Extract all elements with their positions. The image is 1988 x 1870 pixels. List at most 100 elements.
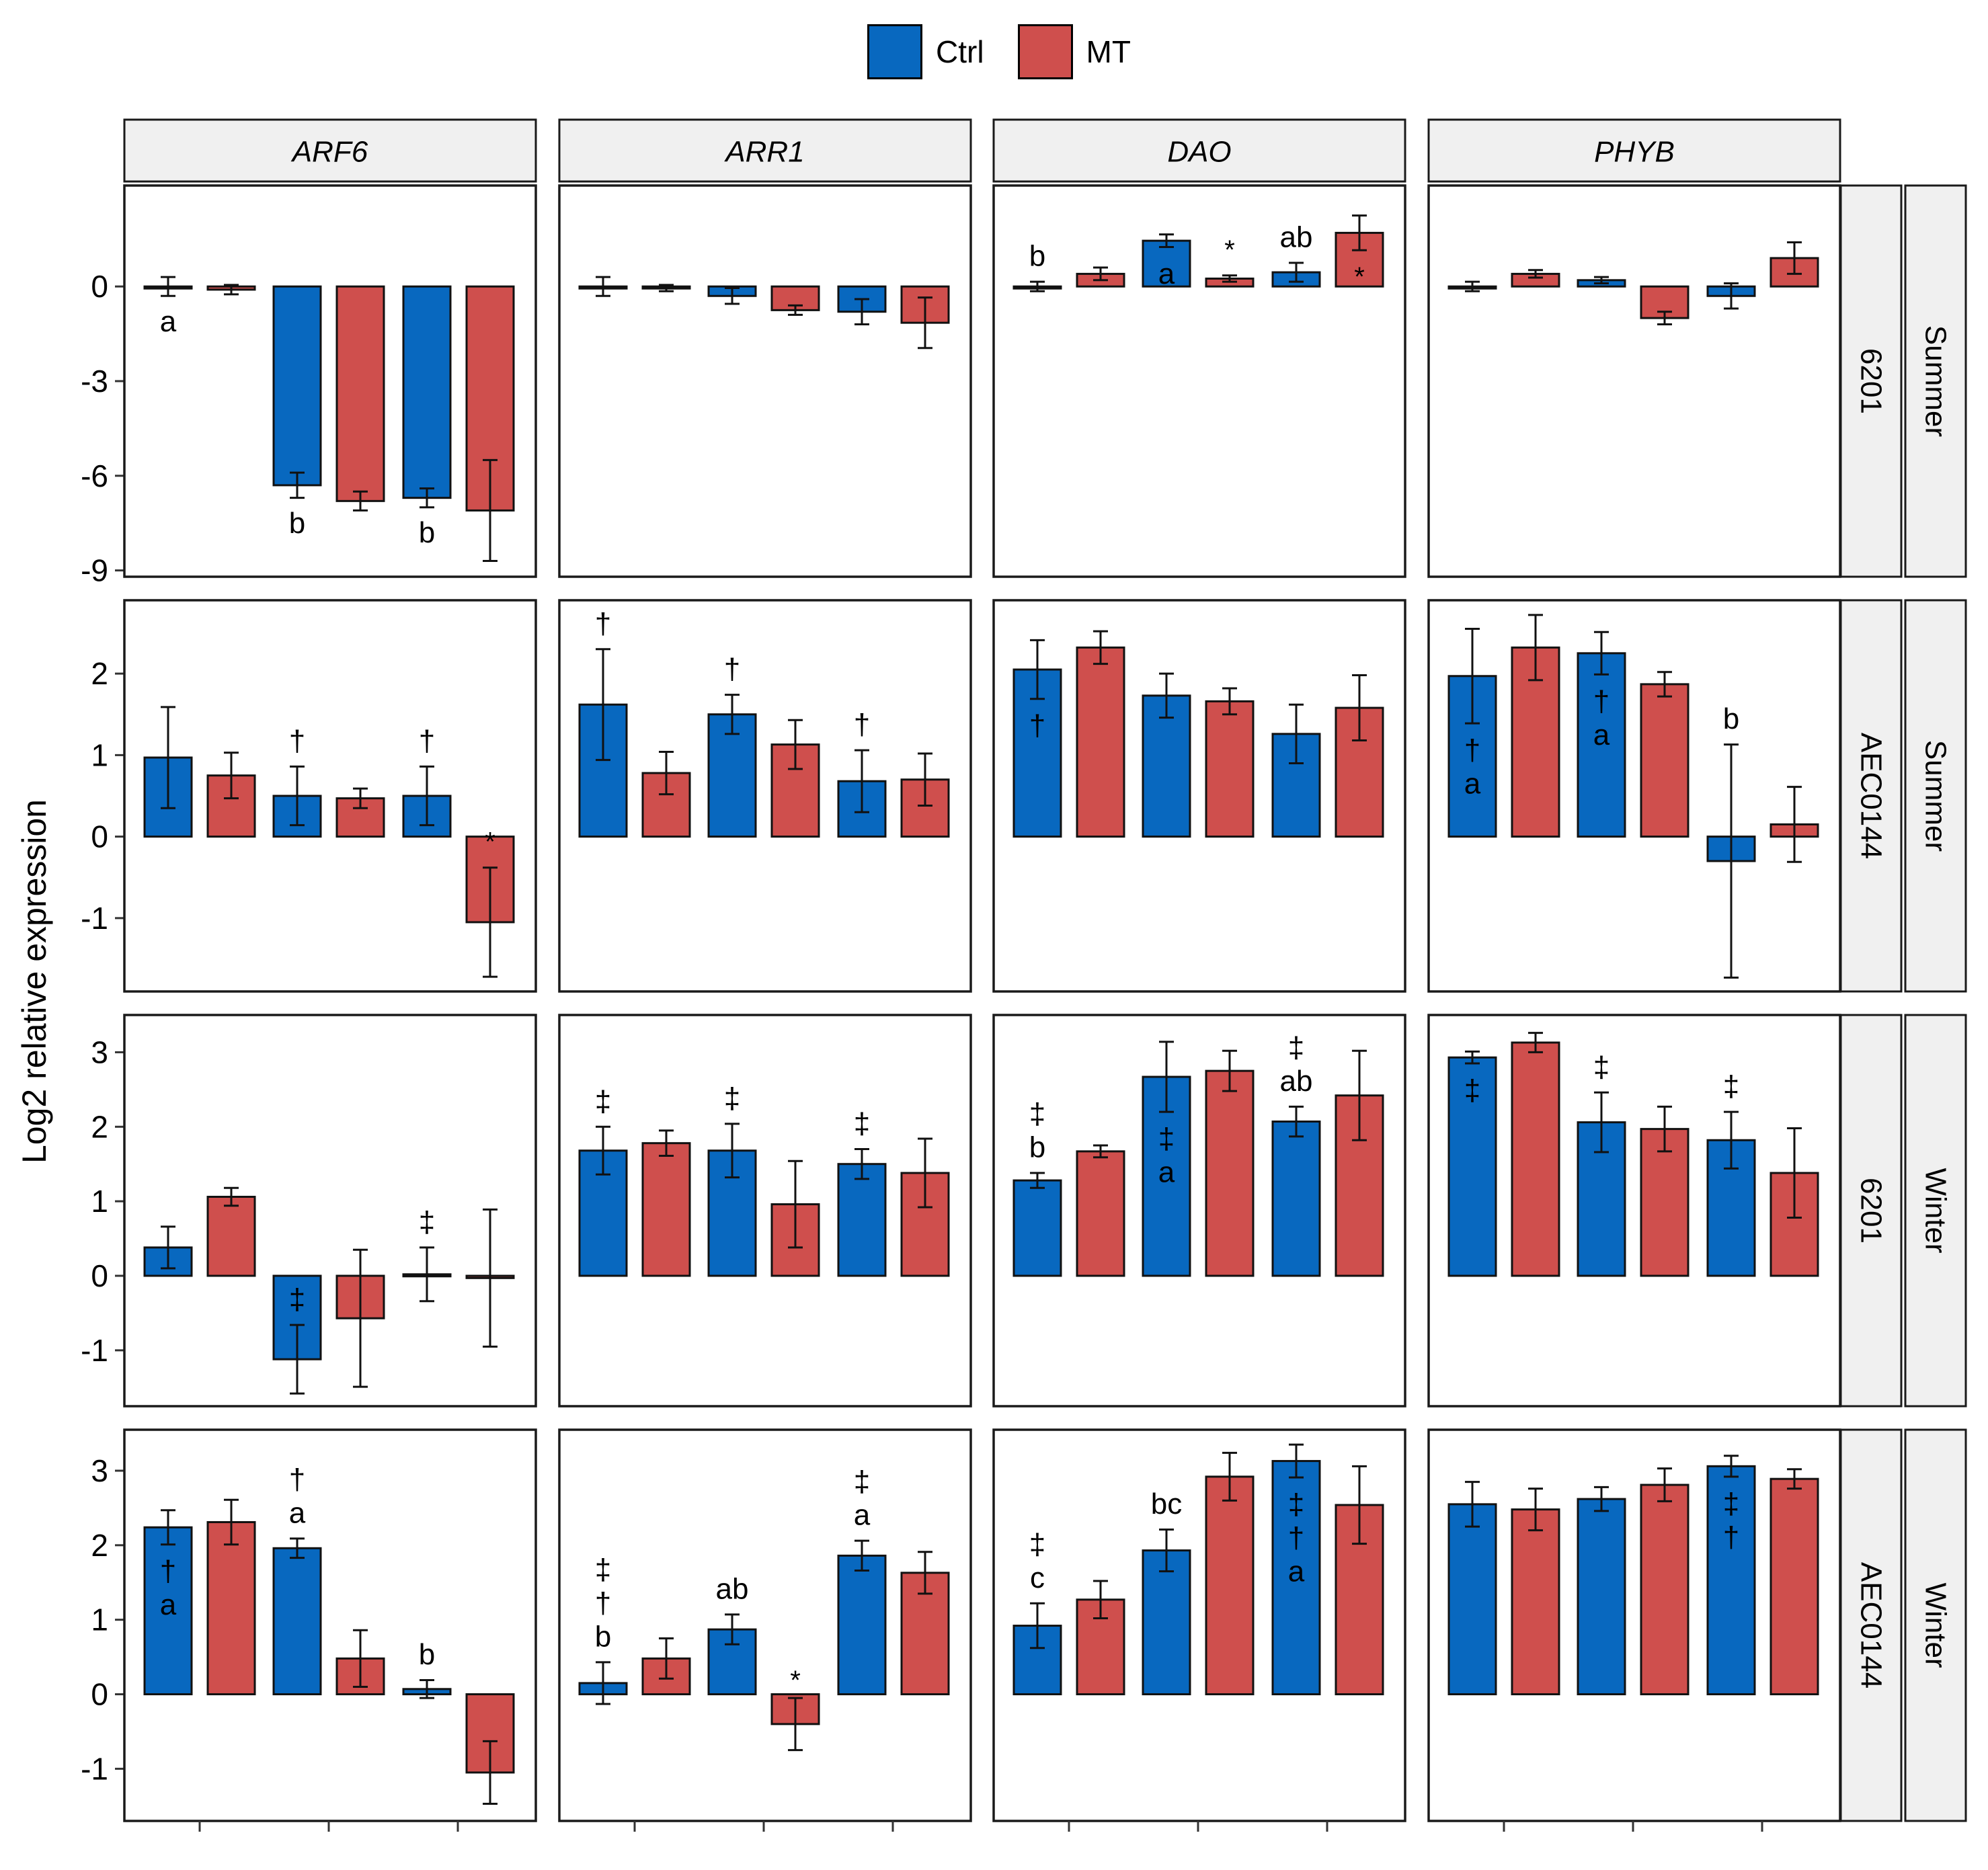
gene-label-DAO: DAO [1167,136,1231,169]
significance-label: ‡ [595,1553,611,1586]
bar-ctrl [1706,1465,1756,1696]
bar-mt [1205,1475,1255,1696]
panel-border [992,599,1406,993]
significance-label: ‡ [724,1082,740,1114]
panel-border [992,1014,1406,1408]
cultivar-strip [1839,184,1903,578]
significance-label: * [1354,262,1365,292]
y-tick-label: 1 [91,1602,108,1637]
season-strip [1904,599,1967,993]
significance-label: * [485,827,495,857]
bar-ctrl [402,285,452,499]
significance-label: a [160,1588,177,1621]
significance-label: ab [1280,1065,1313,1098]
y-tick-label: -1 [81,1333,108,1368]
y-tick-label: 1 [91,1184,108,1219]
panel-border [992,184,1406,578]
y-tick-label: 1 [91,737,108,772]
bar-ctrl [837,1163,887,1277]
panel-ARF6-AEC0144-Winter: †a†ab [123,1428,537,1822]
y-tick-label: -9 [81,553,108,588]
y-tick-label: -6 [81,458,108,493]
significance-label: † [1723,1520,1739,1553]
panel-background [124,600,536,991]
legend-item-ctrl: Ctrl [867,24,984,79]
season-label: Winter [1919,1168,1952,1253]
season-strip [1904,184,1967,578]
bar-mt [1511,1508,1560,1696]
panel-border [558,184,972,578]
y-tick-label: 3 [91,1034,108,1069]
panel-border [123,1014,537,1408]
significance-label: ‡ [1029,1528,1045,1561]
significance-label: * [790,1666,801,1695]
significance-label: † [595,607,611,640]
bar-ctrl [1271,1121,1321,1277]
panel-PHYB-AEC0144-Summer: †a†a b [1427,599,1841,993]
panel-border [1427,184,1841,578]
significance-label: † [289,1463,305,1496]
bar-mt [641,1142,691,1277]
panel-border [558,599,972,993]
bar-ctrl [272,285,322,487]
significance-label: ab [1280,220,1313,253]
season-label: Winter [1919,1582,1952,1668]
bar-mt [206,1195,256,1277]
cultivar-label: AEC0144 [1855,733,1888,859]
bar-mt [1076,1150,1125,1277]
panel-background [559,186,971,577]
significance-label: † [1288,1521,1304,1554]
panel-DAO-AEC0144-Winter: ‡cbc ‡†a [992,1428,1406,1822]
gene-strip-ARF6 [123,118,537,183]
significance-label: ‡ [1593,1051,1609,1084]
significance-label: bc [1151,1488,1182,1520]
bar-mt [1640,683,1689,838]
significance-label: * [1224,235,1235,265]
panel-PHYB-AEC0144-Winter: ‡† [1427,1428,1841,1822]
significance-label: † [854,708,870,741]
gene-strip-ARR1 [558,118,972,183]
panel-border [558,1014,972,1408]
gene-label-PHYB: PHYB [1594,136,1675,169]
y-tick-label: 0 [91,1677,108,1712]
season-label: Summer [1919,325,1952,437]
significance-label: c [1030,1561,1045,1594]
significance-label: b [1029,1131,1045,1164]
bar-ctrl [1577,1498,1626,1696]
bar-mt [1076,646,1125,838]
season-strip [1904,1428,1967,1822]
bar-ctrl [837,1554,887,1696]
significance-label: ‡ [1723,1070,1739,1103]
y-tick-label: 2 [91,1109,108,1144]
bar-ctrl [1577,652,1626,838]
gene-strip-PHYB [1427,118,1841,183]
y-tick-label: -1 [81,901,108,936]
significance-label: b [289,507,305,540]
significance-label: b [595,1620,611,1653]
bar-mt [1511,1041,1560,1277]
bar-mt [1770,1477,1819,1696]
panel-ARR1-6201-Summer [558,184,972,578]
significance-label: † [1464,734,1480,767]
significance-label: a [1593,719,1610,751]
significance-label: † [289,725,305,758]
significance-label: † [724,653,740,686]
cultivar-label: 6201 [1855,1178,1888,1244]
panel-PHYB-6201-Summer [1427,184,1841,578]
significance-label: b [1723,702,1739,735]
bar-ctrl [1012,1179,1062,1277]
significance-label: ‡ [854,1465,870,1498]
panel-border [1427,1428,1841,1822]
bar-ctrl [707,1628,757,1696]
panel-background [1429,600,1840,991]
panel-background [1429,186,1840,577]
significance-label: a [854,1499,871,1532]
cultivar-label: AEC0144 [1855,1562,1888,1689]
panel-border [992,1428,1406,1822]
bar-mt [1640,1128,1689,1277]
significance-label: ‡ [419,1205,435,1238]
significance-label: ‡ [595,1085,611,1118]
panel-border [558,1428,972,1822]
y-tick-label: 0 [91,1258,108,1293]
